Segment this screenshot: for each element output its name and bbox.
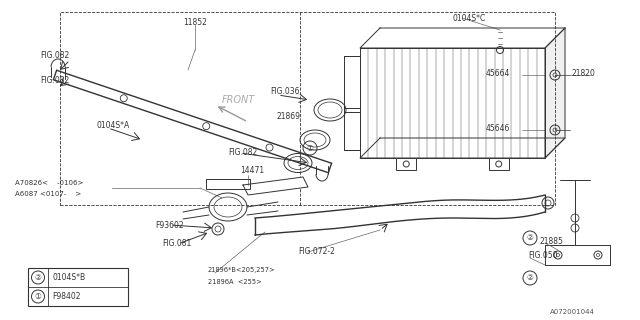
Bar	[344, 56, 360, 150]
Bar	[489, 158, 509, 170]
Text: 21896*B<205,257>: 21896*B<205,257>	[208, 267, 276, 273]
Text: FIG.036: FIG.036	[270, 86, 300, 95]
Bar	[28, 268, 128, 306]
Polygon shape	[243, 177, 308, 195]
Text: FIG.050: FIG.050	[528, 251, 557, 260]
Text: ①: ①	[35, 292, 42, 301]
Text: 0104S*B: 0104S*B	[52, 273, 85, 282]
Text: 21885: 21885	[540, 236, 564, 245]
Text: 0104S*C: 0104S*C	[452, 13, 485, 22]
Text: 14471: 14471	[240, 165, 264, 174]
Bar	[60, 12, 555, 205]
Text: FIG.082: FIG.082	[40, 51, 69, 60]
Text: ②: ②	[527, 234, 533, 243]
Text: 21869: 21869	[276, 111, 300, 121]
Text: ②: ②	[527, 274, 533, 283]
Text: A072001044: A072001044	[550, 309, 595, 315]
Text: ①: ①	[307, 143, 314, 153]
Text: F93602: F93602	[155, 220, 184, 229]
Text: ②: ②	[35, 273, 42, 282]
Text: FIG.072-2: FIG.072-2	[298, 247, 335, 257]
Bar	[396, 158, 416, 170]
Text: FIG.082: FIG.082	[228, 148, 257, 156]
Text: 21820: 21820	[572, 68, 596, 77]
Bar	[206, 179, 250, 189]
Text: 11852: 11852	[183, 18, 207, 27]
Text: FIG.081: FIG.081	[162, 239, 191, 249]
Text: 21896A  <255>: 21896A <255>	[208, 279, 262, 285]
Polygon shape	[545, 28, 565, 158]
Text: 0104S*A: 0104S*A	[96, 121, 129, 130]
Text: 45664: 45664	[486, 68, 510, 77]
Text: FRONT: FRONT	[222, 95, 255, 105]
Text: 45646: 45646	[486, 124, 510, 132]
Polygon shape	[360, 28, 565, 48]
Text: A6087 <0107-    >: A6087 <0107- >	[15, 191, 81, 197]
Text: FIG.082: FIG.082	[40, 76, 69, 84]
Text: F98402: F98402	[52, 292, 81, 301]
Polygon shape	[360, 48, 545, 158]
Text: A70826<    -0106>: A70826< -0106>	[15, 180, 83, 186]
